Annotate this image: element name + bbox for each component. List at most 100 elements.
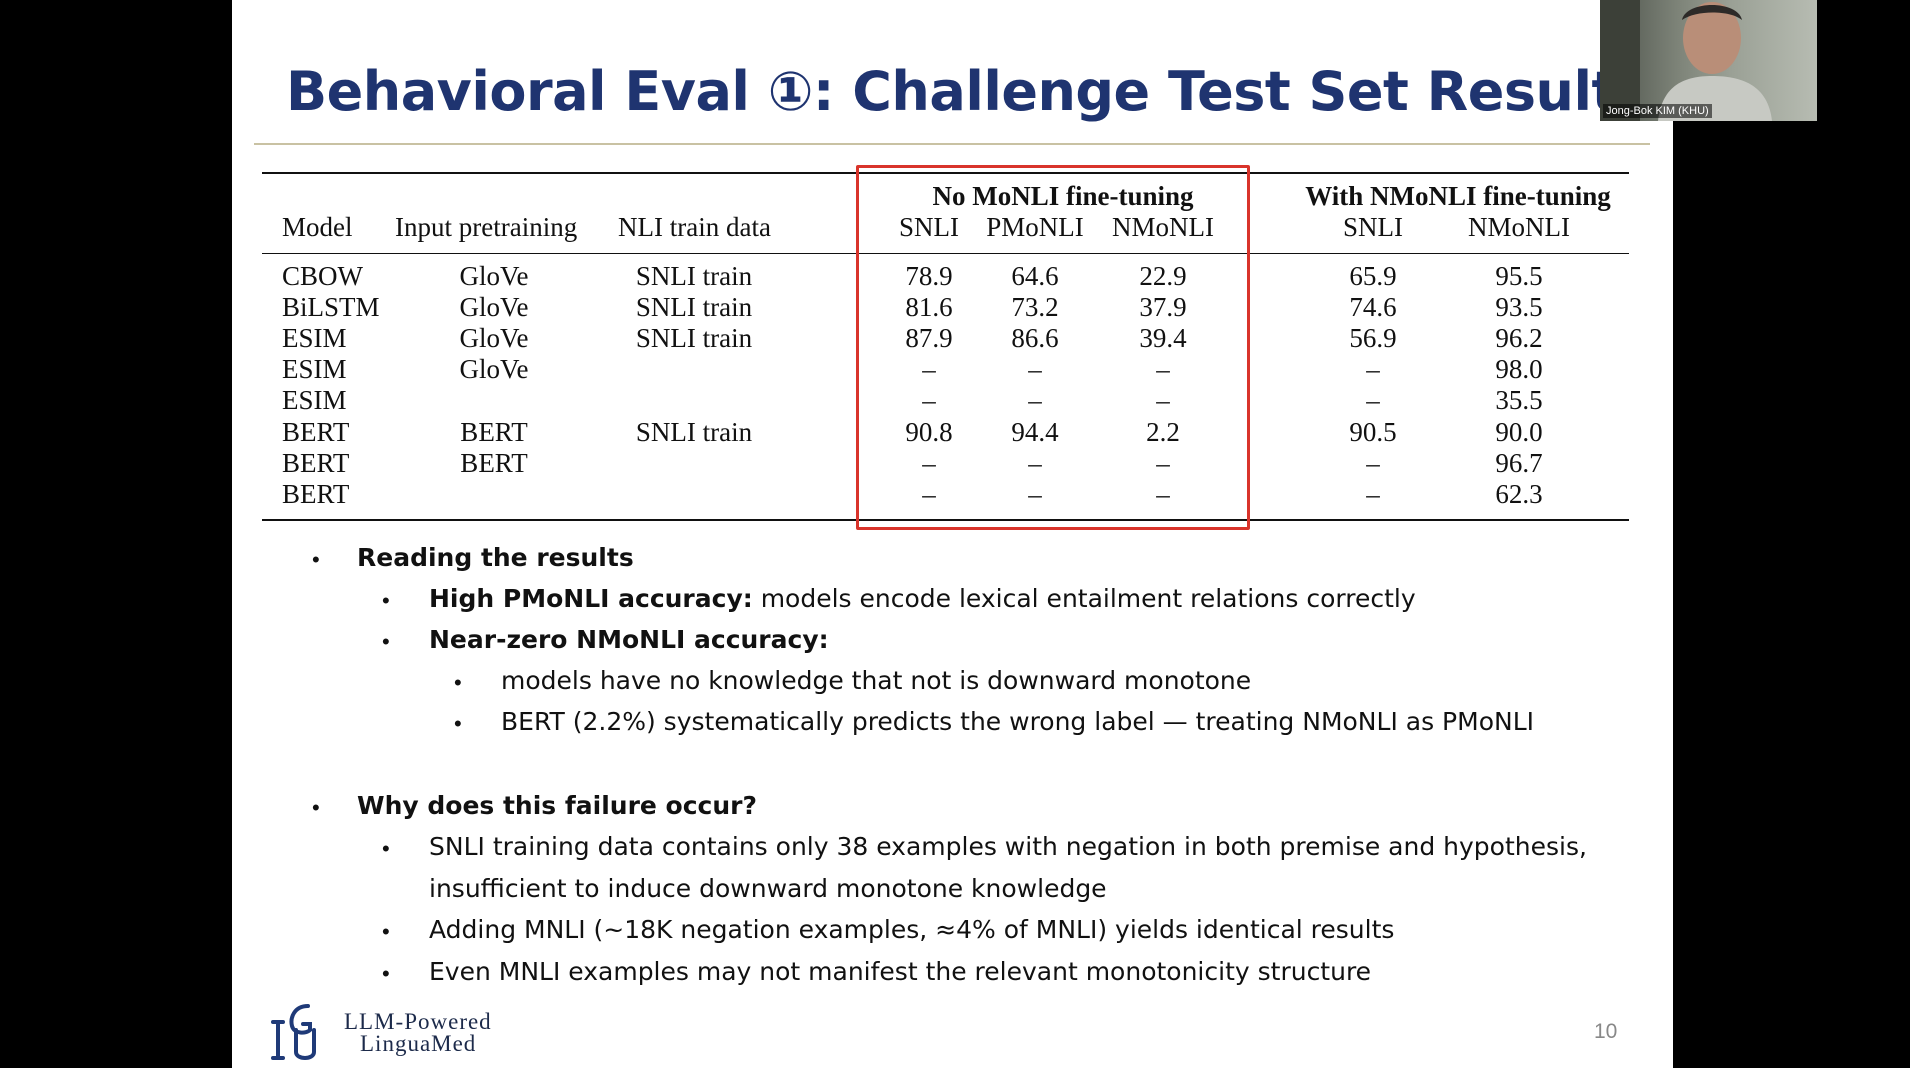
cell-nmonli-no-ft: 2.2	[1146, 416, 1180, 447]
table-bottom-rule	[262, 519, 1629, 521]
cell-pmonli-no-ft: –	[1028, 478, 1042, 509]
cell-nmonli-with-ft: 98.0	[1495, 354, 1543, 385]
cell-nmonli-with-ft: 96.2	[1495, 323, 1543, 354]
cell-model: BERT	[282, 416, 350, 447]
bullet-reading-results: Reading the results	[357, 543, 634, 572]
cell-nmonli-no-ft: 22.9	[1139, 261, 1187, 291]
header-model: Model	[282, 212, 353, 242]
table-top-rule	[262, 172, 1629, 174]
cell-snli-with-ft: –	[1366, 385, 1380, 416]
cell-snli-no-ft: –	[922, 478, 936, 509]
bullet-dot: •	[382, 919, 390, 944]
bullet-why-failure: Why does this failure occur?	[357, 791, 757, 820]
bullet-adding-mnli: Adding MNLI (~18K negation examples, ≈4%…	[429, 915, 1395, 944]
cell-model: BERT	[282, 447, 350, 478]
cell-input-pretraining: GloVe	[459, 261, 529, 291]
cell-nmonli-with-ft: 62.3	[1495, 478, 1543, 509]
cell-snli-no-ft: –	[922, 385, 936, 416]
cell-snli-no-ft: 90.8	[905, 416, 953, 447]
participant-name-label: Jong-Bok KIM (KHU)	[1603, 104, 1712, 118]
bullet-bert-wrong-label: BERT (2.2%) systematically predicts the …	[501, 707, 1534, 736]
cell-pmonli-no-ft: –	[1028, 385, 1042, 416]
cell-snli-with-ft: 90.5	[1349, 416, 1397, 447]
cell-snli-with-ft: 74.6	[1349, 292, 1397, 323]
group-header-with-finetuning: With NMoNLI fine-tuning	[1305, 181, 1611, 211]
bullet-dot: •	[454, 670, 462, 695]
logo-text-line1: LLM-Powered	[344, 1009, 492, 1034]
slide: Behavioral Eval ①: Challenge Test Set Re…	[232, 0, 1673, 1068]
slide-title: Behavioral Eval ①: Challenge Test Set Re…	[286, 60, 1649, 123]
cell-nmonli-with-ft: 95.5	[1495, 261, 1543, 291]
header-pmonli-no-ft: PMoNLI	[986, 212, 1084, 242]
cell-model: CBOW	[282, 261, 363, 291]
cell-snli-with-ft: 56.9	[1349, 323, 1397, 354]
table-header-rule	[262, 253, 1629, 254]
cell-model: BiLSTM	[282, 292, 380, 323]
cell-pmonli-no-ft: 94.4	[1011, 416, 1059, 447]
bullet-snli-training-line1: SNLI training data contains only 38 exam…	[429, 832, 1587, 861]
cell-nmonli-no-ft: –	[1156, 447, 1170, 478]
bullet-dot: •	[382, 629, 390, 654]
header-input-pretraining: Input pretraining	[395, 212, 578, 242]
cell-snli-with-ft: 65.9	[1349, 261, 1397, 291]
cell-nmonli-with-ft: 96.7	[1495, 447, 1543, 478]
cell-nmonli-no-ft: –	[1156, 385, 1170, 416]
cell-nmonli-with-ft: 90.0	[1495, 416, 1543, 447]
page-number: 10	[1594, 1020, 1618, 1043]
logo-text-line2: LinguaMed	[360, 1031, 477, 1056]
cell-snli-with-ft: –	[1366, 354, 1380, 385]
bullet-high-pmonli-rest: models encode lexical entailment relatio…	[752, 584, 1416, 613]
cell-nmonli-no-ft: –	[1156, 354, 1170, 385]
bullet-dot: •	[454, 711, 462, 736]
cell-pmonli-no-ft: 86.6	[1011, 323, 1059, 354]
cell-snli-no-ft: –	[922, 447, 936, 478]
bullet-snli-training-line2: insufficient to induce downward monotone…	[429, 874, 1107, 903]
cell-pmonli-no-ft: –	[1028, 354, 1042, 385]
cell-pmonli-no-ft: 64.6	[1011, 261, 1059, 291]
bullet-high-pmonli-bold: High PMoNLI accuracy:	[429, 584, 753, 613]
header-snli-no-ft: SNLI	[899, 212, 959, 242]
cell-nmonli-no-ft: –	[1156, 478, 1170, 509]
cell-nmonli-with-ft: 35.5	[1495, 385, 1543, 416]
cell-model: ESIM	[282, 354, 347, 385]
bullet-dot: •	[382, 836, 390, 861]
cell-model: ESIM	[282, 323, 347, 354]
cell-snli-with-ft: –	[1366, 478, 1380, 509]
cell-model: ESIM	[282, 385, 347, 416]
cell-snli-no-ft: 87.9	[905, 323, 953, 354]
cell-snli-no-ft: –	[922, 354, 936, 385]
header-nli-train-data: NLI train data	[618, 212, 771, 242]
highlight-box	[856, 165, 1250, 530]
header-nmonli-no-ft: NMoNLI	[1112, 212, 1214, 242]
cell-input-pretraining: GloVe	[459, 292, 529, 323]
header-snli-with-ft: SNLI	[1343, 212, 1403, 242]
bullet-near-zero-nmonli: Near-zero NMoNLI accuracy:	[429, 625, 829, 654]
cell-nmonli-with-ft: 93.5	[1495, 292, 1543, 323]
cell-nmonli-no-ft: 39.4	[1139, 323, 1187, 354]
bullet-even-mnli: Even MNLI examples may not manifest the …	[429, 957, 1372, 986]
cell-snli-no-ft: 81.6	[905, 292, 953, 323]
bullet-dot: •	[382, 961, 390, 986]
webcam-thumbnail[interactable]: Jong-Bok KIM (KHU)	[1600, 0, 1817, 121]
title-divider	[254, 143, 1650, 145]
cell-input-pretraining: GloVe	[459, 323, 529, 354]
bullet-dot: •	[312, 795, 320, 820]
cell-snli-no-ft: 78.9	[905, 261, 953, 291]
cell-input-pretraining: GloVe	[459, 354, 529, 385]
logo-mark-icon	[271, 1004, 316, 1060]
bullet-high-pmonli: High PMoNLI accuracy: models encode lexi…	[429, 582, 1416, 616]
group-header-no-finetuning: No MoNLI fine-tuning	[932, 181, 1194, 211]
cell-snli-with-ft: –	[1366, 447, 1380, 478]
header-nmonli-with-ft: NMoNLI	[1468, 212, 1570, 242]
cell-model: BERT	[282, 478, 350, 509]
bullet-dot: •	[312, 547, 320, 572]
cell-nli-train-data: SNLI train	[635, 292, 753, 323]
cell-nmonli-no-ft: 37.9	[1139, 292, 1187, 323]
cell-pmonli-no-ft: –	[1028, 447, 1042, 478]
cell-nli-train-data: SNLI train	[635, 416, 753, 447]
cell-input-pretraining: BERT	[460, 447, 528, 478]
cell-input-pretraining: BERT	[460, 416, 528, 447]
cell-nli-train-data: SNLI train	[635, 323, 753, 354]
bullet-no-knowledge: models have no knowledge that not is dow…	[501, 666, 1252, 695]
bullet-dot: •	[382, 588, 390, 613]
